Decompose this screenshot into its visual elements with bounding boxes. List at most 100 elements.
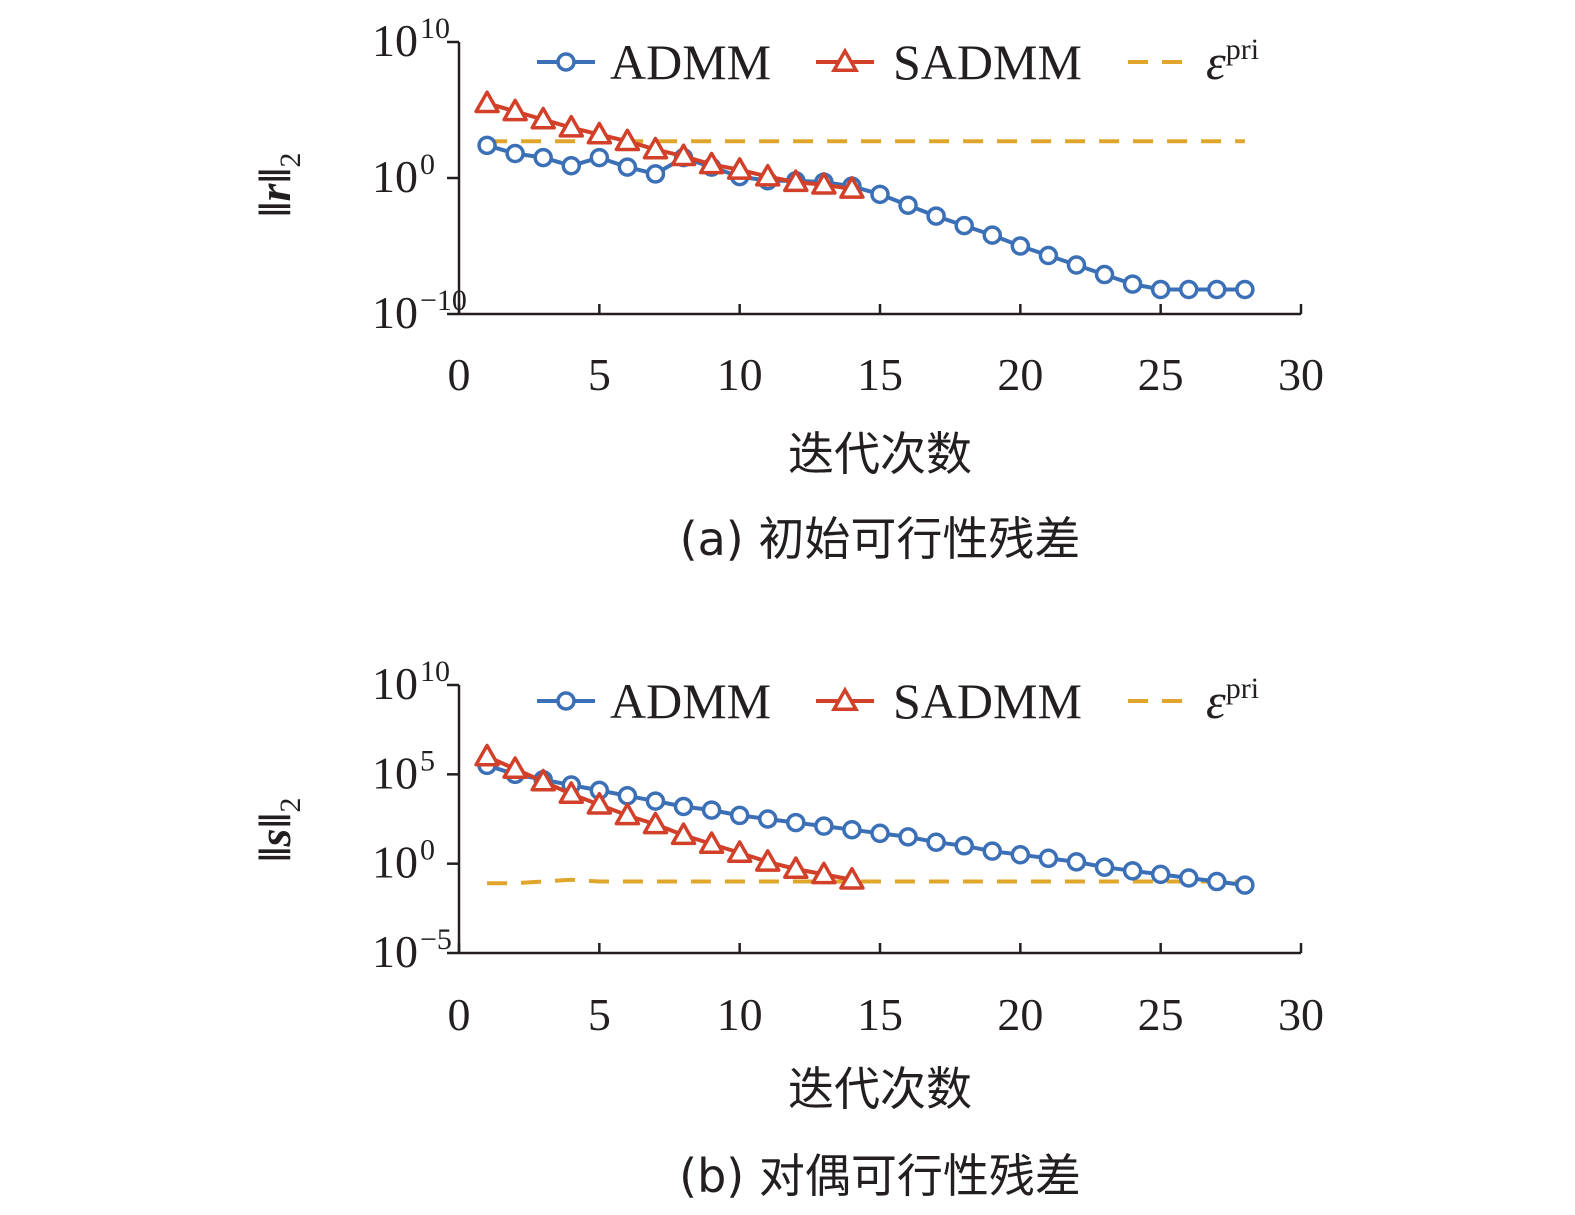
y-tick-label-exponent: 10 bbox=[420, 655, 450, 688]
panel-caption: (a) 初始可行性残差 bbox=[680, 512, 1081, 566]
point-sadmm bbox=[811, 172, 837, 195]
y-tick-label: 10 bbox=[372, 151, 418, 202]
x-tick-label: 25 bbox=[1138, 349, 1184, 400]
point-sadmm bbox=[670, 143, 697, 167]
point-admm bbox=[617, 157, 638, 177]
point-sadmm bbox=[839, 176, 865, 199]
y-tick-label: 10 bbox=[372, 287, 418, 338]
point-admm bbox=[1122, 861, 1143, 881]
point-admm bbox=[1150, 864, 1171, 885]
point-sadmm bbox=[783, 856, 809, 880]
point-sadmm bbox=[474, 90, 500, 114]
x-tick-label: 10 bbox=[717, 349, 763, 400]
series-admm bbox=[477, 755, 1255, 895]
point-admm bbox=[701, 800, 722, 820]
point-admm bbox=[1094, 264, 1115, 285]
point-admm bbox=[1038, 848, 1059, 869]
point-sadmm bbox=[783, 169, 809, 193]
x-tick-label: 15 bbox=[857, 989, 903, 1040]
point-sadmm bbox=[502, 98, 528, 122]
x-tick-label: 5 bbox=[588, 989, 611, 1040]
point-admm bbox=[1066, 255, 1087, 275]
x-tick-label: 20 bbox=[997, 989, 1043, 1040]
x-tick-label: 0 bbox=[448, 989, 471, 1040]
legend-label-sadmm: SADMM bbox=[893, 673, 1082, 729]
point-admm bbox=[505, 143, 525, 164]
legend-marker-sadmm bbox=[830, 686, 860, 711]
point-admm bbox=[673, 796, 694, 817]
point-admm bbox=[1235, 875, 1255, 895]
point-sadmm bbox=[754, 163, 781, 187]
series-sadmm bbox=[474, 90, 865, 199]
legend-label-eps: εpri bbox=[1206, 672, 1259, 729]
y-tick-label-exponent: 0 bbox=[420, 148, 435, 181]
point-admm bbox=[645, 791, 666, 811]
y-axis-title: ‖s‖2 bbox=[249, 798, 307, 863]
x-tick-label: 0 bbox=[448, 349, 471, 400]
x-tick-label: 30 bbox=[1278, 349, 1324, 400]
y-axis-title: ‖r‖2 bbox=[249, 153, 307, 218]
point-sadmm bbox=[586, 121, 613, 145]
point-sadmm bbox=[474, 743, 500, 767]
point-admm bbox=[757, 809, 778, 829]
point-admm bbox=[1122, 274, 1143, 294]
point-admm bbox=[842, 819, 862, 840]
legend-label-eps: εpri bbox=[1206, 33, 1259, 90]
legend-label-admm: ADMM bbox=[610, 673, 771, 729]
point-sadmm bbox=[811, 861, 837, 885]
point-sadmm bbox=[642, 136, 669, 160]
point-admm bbox=[982, 225, 1003, 245]
series-line-admm bbox=[486, 143, 1245, 292]
point-admm bbox=[898, 827, 918, 847]
x-tick-label: 20 bbox=[997, 349, 1043, 400]
point-admm bbox=[533, 147, 553, 168]
point-admm bbox=[982, 841, 1003, 861]
point-admm bbox=[870, 823, 890, 844]
point-admm bbox=[954, 215, 974, 236]
panel-caption: (b) 对偶可行性残差 bbox=[679, 1149, 1081, 1203]
point-sadmm bbox=[614, 802, 641, 826]
point-admm bbox=[561, 156, 582, 176]
point-sadmm bbox=[839, 866, 865, 890]
y-tick-label: 10 bbox=[372, 837, 418, 888]
point-admm bbox=[870, 184, 890, 205]
y-tick-label-exponent: −5 bbox=[420, 923, 452, 956]
point-admm bbox=[814, 816, 834, 836]
legend: ADMM SADMM εpri bbox=[537, 33, 1259, 90]
point-sadmm bbox=[726, 157, 753, 180]
series-sadmm bbox=[474, 743, 865, 890]
point-admm bbox=[1207, 871, 1227, 892]
point-admm bbox=[898, 195, 918, 215]
point-admm bbox=[589, 147, 610, 168]
point-admm bbox=[1066, 852, 1087, 872]
x-tick-label: 25 bbox=[1138, 989, 1184, 1040]
legend-label-admm: ADMM bbox=[610, 34, 771, 90]
point-admm bbox=[729, 805, 750, 826]
point-admm bbox=[786, 812, 806, 833]
point-admm bbox=[1207, 279, 1227, 300]
series-admm bbox=[477, 135, 1255, 300]
y-tick-label: 10 bbox=[372, 658, 418, 709]
point-sadmm bbox=[726, 840, 753, 863]
x-tick-label: 15 bbox=[857, 349, 903, 400]
point-admm bbox=[1010, 236, 1031, 256]
point-sadmm bbox=[642, 811, 669, 835]
point-admm bbox=[1038, 245, 1059, 266]
point-admm bbox=[617, 786, 638, 806]
y-tick-label: 10 bbox=[372, 926, 418, 977]
legend-marker-admm bbox=[556, 691, 576, 711]
point-admm bbox=[1178, 279, 1199, 300]
point-sadmm bbox=[558, 781, 585, 804]
point-sadmm bbox=[698, 151, 725, 175]
x-axis-title: 迭代次数 bbox=[788, 1062, 972, 1116]
point-admm bbox=[1235, 279, 1255, 300]
y-tick-label-exponent: 0 bbox=[420, 834, 435, 867]
point-sadmm bbox=[614, 128, 641, 152]
point-sadmm bbox=[698, 831, 725, 855]
series-line-eps bbox=[487, 877, 1245, 886]
point-admm bbox=[1178, 868, 1199, 888]
legend-marker-admm bbox=[556, 52, 576, 72]
point-sadmm bbox=[502, 756, 528, 779]
point-sadmm bbox=[754, 849, 781, 872]
